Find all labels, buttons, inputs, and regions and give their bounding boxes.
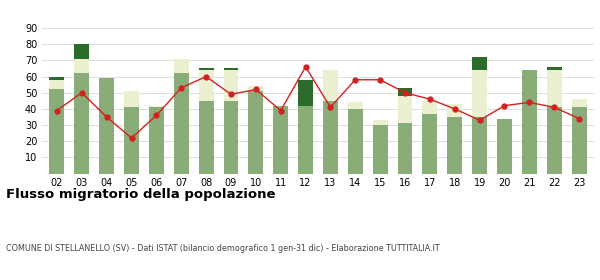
Bar (447, 104, 462, 117)
Bar (323, 101, 338, 174)
Bar (49, 76, 64, 80)
Bar (74, 73, 89, 174)
Bar (199, 70, 214, 101)
Bar (398, 96, 412, 123)
Bar (124, 107, 139, 174)
Bar (199, 101, 214, 174)
Bar (547, 107, 562, 174)
Text: COMUNE DI STELLANELLO (SV) - Dati ISTAT (bilancio demografico 1 gen-31 dic) - El: COMUNE DI STELLANELLO (SV) - Dati ISTAT … (6, 244, 440, 253)
Bar (323, 70, 338, 101)
Bar (497, 119, 512, 174)
Bar (298, 80, 313, 106)
Bar (348, 109, 363, 174)
Bar (447, 117, 462, 174)
Bar (422, 114, 437, 174)
Bar (547, 70, 562, 107)
Bar (373, 125, 388, 174)
Bar (522, 70, 537, 174)
Bar (572, 107, 587, 174)
Bar (74, 44, 89, 59)
Bar (224, 68, 238, 70)
Bar (199, 68, 214, 70)
Bar (572, 99, 587, 107)
Bar (273, 106, 288, 174)
Bar (149, 106, 164, 107)
Bar (49, 90, 64, 174)
Bar (74, 59, 89, 73)
Bar (174, 73, 189, 174)
Bar (398, 123, 412, 174)
Bar (224, 70, 238, 101)
Bar (348, 102, 363, 109)
Bar (373, 120, 388, 125)
Bar (472, 57, 487, 70)
Bar (298, 106, 313, 174)
Bar (472, 70, 487, 117)
Bar (422, 101, 437, 114)
Bar (248, 91, 263, 174)
Bar (99, 78, 114, 174)
Bar (49, 80, 64, 90)
Bar (547, 67, 562, 70)
Bar (248, 86, 263, 91)
Bar (174, 59, 189, 73)
Bar (149, 107, 164, 174)
Text: Flusso migratorio della popolazione: Flusso migratorio della popolazione (6, 188, 275, 200)
Bar (224, 101, 238, 174)
Bar (398, 88, 412, 96)
Bar (472, 117, 487, 174)
Bar (124, 91, 139, 107)
